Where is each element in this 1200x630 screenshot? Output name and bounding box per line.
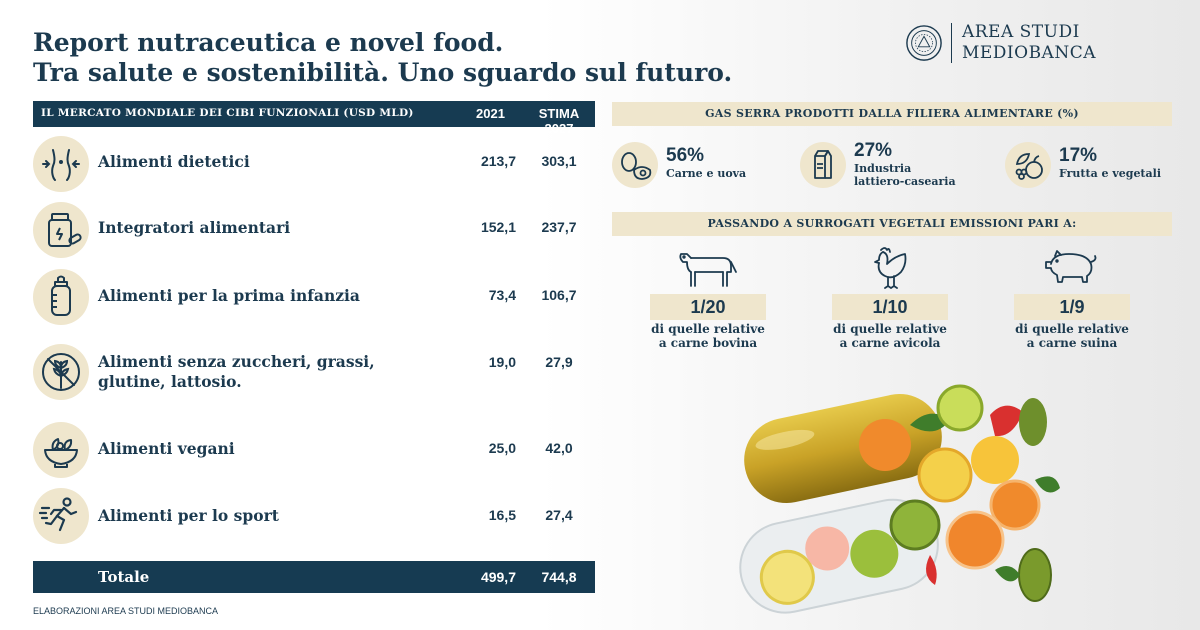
ratio-desc-line-2: a carne suina	[1026, 336, 1118, 350]
baby-bottle-icon	[33, 269, 89, 325]
table-header-label: IL MERCATO MONDIALE DEI CIBI FUNZIONALI …	[41, 107, 414, 119]
gas-label-line-2: lattiero-casearia	[854, 175, 956, 188]
value-2021: 73,4	[488, 287, 516, 303]
meat-egg-icon	[612, 142, 658, 188]
value-2027: 42,0	[545, 440, 573, 456]
row-label: Alimenti per la prima infanzia	[98, 286, 360, 305]
title-line-2: Tra salute e sostenibilità. Uno sguardo …	[33, 58, 733, 87]
page-title: Report nutraceutica e novel food. Tra sa…	[33, 28, 732, 88]
brand-name: AREA STUDI MEDIOBANCA	[962, 22, 1096, 64]
gas-label: Carne e uova	[666, 167, 747, 180]
total-2021: 499,7	[480, 569, 516, 585]
gas-label: Industria lattiero-casearia	[854, 162, 956, 188]
gas-percent: 27%	[854, 140, 893, 161]
brand-line-2: MEDIOBANCA	[961, 43, 1096, 63]
table-header: IL MERCATO MONDIALE DEI CIBI FUNZIONALI …	[33, 101, 595, 136]
ratio-desc-line-1: di quelle relative	[1015, 322, 1129, 336]
ratio-chicken: 1/10	[832, 294, 948, 320]
brand-divider	[950, 23, 952, 63]
value-2027: 303,1	[541, 153, 577, 169]
ratio-pig: 1/9	[1014, 294, 1130, 320]
ratio-desc-pig: di quelle relative a carne suina	[992, 322, 1152, 350]
row-label: Alimenti senza zuccheri, grassi, glutine…	[98, 352, 375, 392]
row-label: Alimenti per lo sport	[98, 506, 279, 525]
table-row: Alimenti per la prima infanzia 73,4 106,…	[33, 269, 595, 325]
table-row: Integratori alimentari 152,1 237,7	[33, 202, 595, 258]
title-line-1: Report nutraceutica e novel food.	[33, 28, 504, 57]
gas-item-dairy: 27% Industria lattiero-casearia	[800, 140, 990, 192]
supplement-jar-icon	[33, 202, 89, 258]
gas-item-fruit: 17% Frutta e vegetali	[1005, 142, 1175, 192]
table-header-2021: 2021	[476, 106, 505, 121]
surrogates-banner: PASSANDO A SURROGATI VEGETALI EMISSIONI …	[612, 212, 1172, 236]
gas-label-line-1: Industria	[854, 162, 912, 175]
ratio-desc-chicken: di quelle relative a carne avicola	[810, 322, 970, 350]
table-row: Alimenti vegani 25,0 42,0	[33, 422, 595, 478]
value-2027: 27,4	[545, 507, 573, 523]
brand-logo: AREA STUDI MEDIOBANCA	[905, 22, 1096, 64]
salad-bowl-icon	[33, 422, 89, 478]
waist-icon	[33, 136, 89, 192]
brand-line-1: AREA STUDI	[961, 22, 1080, 42]
total-2027: 744,8	[541, 569, 577, 585]
chicken-icon	[830, 242, 950, 296]
row-label: Alimenti vegani	[98, 439, 235, 458]
gas-percent: 56%	[666, 145, 705, 166]
value-2021: 25,0	[488, 440, 516, 456]
capsule-fruit-illustration	[739, 384, 1060, 614]
value-2021: 152,1	[480, 219, 516, 235]
total-label: Totale	[98, 568, 150, 586]
runner-icon	[33, 488, 89, 544]
value-2027: 27,9	[545, 354, 573, 370]
table-total-row: Totale 499,7 744,8	[33, 561, 595, 593]
value-2021: 213,7	[480, 153, 516, 169]
seal-icon	[906, 25, 942, 61]
value-2027: 237,7	[541, 219, 577, 235]
source-note: ELABORAZIONI AREA STUDI MEDIOBANCA	[33, 606, 219, 616]
table-row: Alimenti dietetici 213,7 303,1	[33, 136, 595, 192]
ratio-desc-line-1: di quelle relative	[651, 322, 765, 336]
gas-label: Frutta e vegetali	[1059, 167, 1162, 180]
ratio-cow: 1/20	[650, 294, 766, 320]
fruit-vegetable-icon	[1005, 142, 1051, 188]
ratio-desc-line-1: di quelle relative	[833, 322, 947, 336]
gas-banner: GAS SERRA PRODOTTI DALLA FILIERA ALIMENT…	[612, 102, 1172, 126]
value-2021: 19,0	[488, 354, 516, 370]
row-label: Integratori alimentari	[98, 218, 291, 237]
ratio-desc-cow: di quelle relative a carne bovina	[628, 322, 788, 350]
row-label: Alimenti dietetici	[98, 152, 250, 171]
row-label-line-2: glutine, lattosio.	[98, 372, 242, 391]
value-2027: 106,7	[541, 287, 577, 303]
row-label-line-1: Alimenti senza zuccheri, grassi,	[98, 352, 375, 371]
cow-icon	[648, 242, 768, 296]
table-row: Alimenti senza zuccheri, grassi, glutine…	[33, 344, 595, 404]
milk-carton-icon	[800, 142, 846, 188]
gas-percent: 17%	[1059, 145, 1098, 166]
no-gluten-icon	[33, 344, 89, 400]
table-header-2027: STIMA 2027	[538, 106, 580, 136]
ratio-desc-line-2: a carne bovina	[658, 336, 758, 350]
table-row: Alimenti per lo sport 16,5 27,4	[33, 488, 595, 544]
gas-item-meat: 56% Carne e uova	[612, 142, 792, 192]
pig-icon	[1012, 242, 1132, 296]
value-2021: 16,5	[488, 507, 516, 523]
ratio-desc-line-2: a carne avicola	[839, 336, 941, 350]
